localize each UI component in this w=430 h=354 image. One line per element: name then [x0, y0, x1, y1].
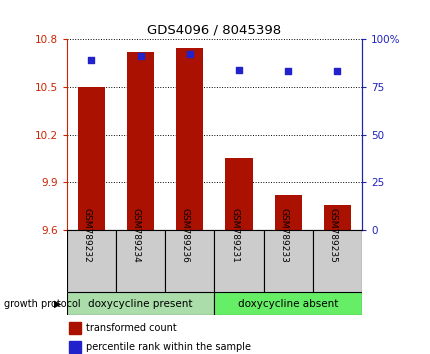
Bar	[127, 52, 154, 230]
Text: doxycycline absent: doxycycline absent	[237, 298, 338, 309]
Text: GSM789231: GSM789231	[230, 207, 239, 263]
Point	[186, 51, 193, 57]
Bar	[274, 195, 301, 230]
Bar	[67, 292, 214, 315]
Point	[333, 69, 340, 74]
Text: doxycycline present: doxycycline present	[88, 298, 192, 309]
Bar	[67, 230, 116, 292]
Text: transformed count: transformed count	[86, 323, 176, 333]
Text: growth protocol: growth protocol	[4, 298, 81, 309]
Title: GDS4096 / 8045398: GDS4096 / 8045398	[147, 23, 281, 36]
Text: GSM789235: GSM789235	[328, 207, 337, 263]
Bar	[312, 230, 361, 292]
Point	[284, 69, 291, 74]
Bar	[263, 230, 312, 292]
Bar	[116, 230, 165, 292]
Bar	[69, 322, 80, 334]
Bar	[165, 230, 214, 292]
Text: GSM789234: GSM789234	[131, 208, 140, 262]
Point	[235, 67, 242, 72]
Point	[137, 53, 144, 59]
Bar	[225, 159, 252, 230]
Text: GSM789236: GSM789236	[181, 207, 189, 263]
Text: GSM789232: GSM789232	[82, 208, 91, 262]
Bar	[69, 341, 80, 353]
Bar	[176, 48, 203, 230]
Bar	[214, 230, 263, 292]
Text: percentile rank within the sample: percentile rank within the sample	[86, 342, 250, 352]
Bar	[78, 87, 104, 230]
Text: GSM789233: GSM789233	[279, 207, 288, 263]
Point	[88, 57, 95, 63]
Bar	[214, 292, 361, 315]
Bar	[323, 205, 350, 230]
Text: ▶: ▶	[53, 298, 61, 309]
